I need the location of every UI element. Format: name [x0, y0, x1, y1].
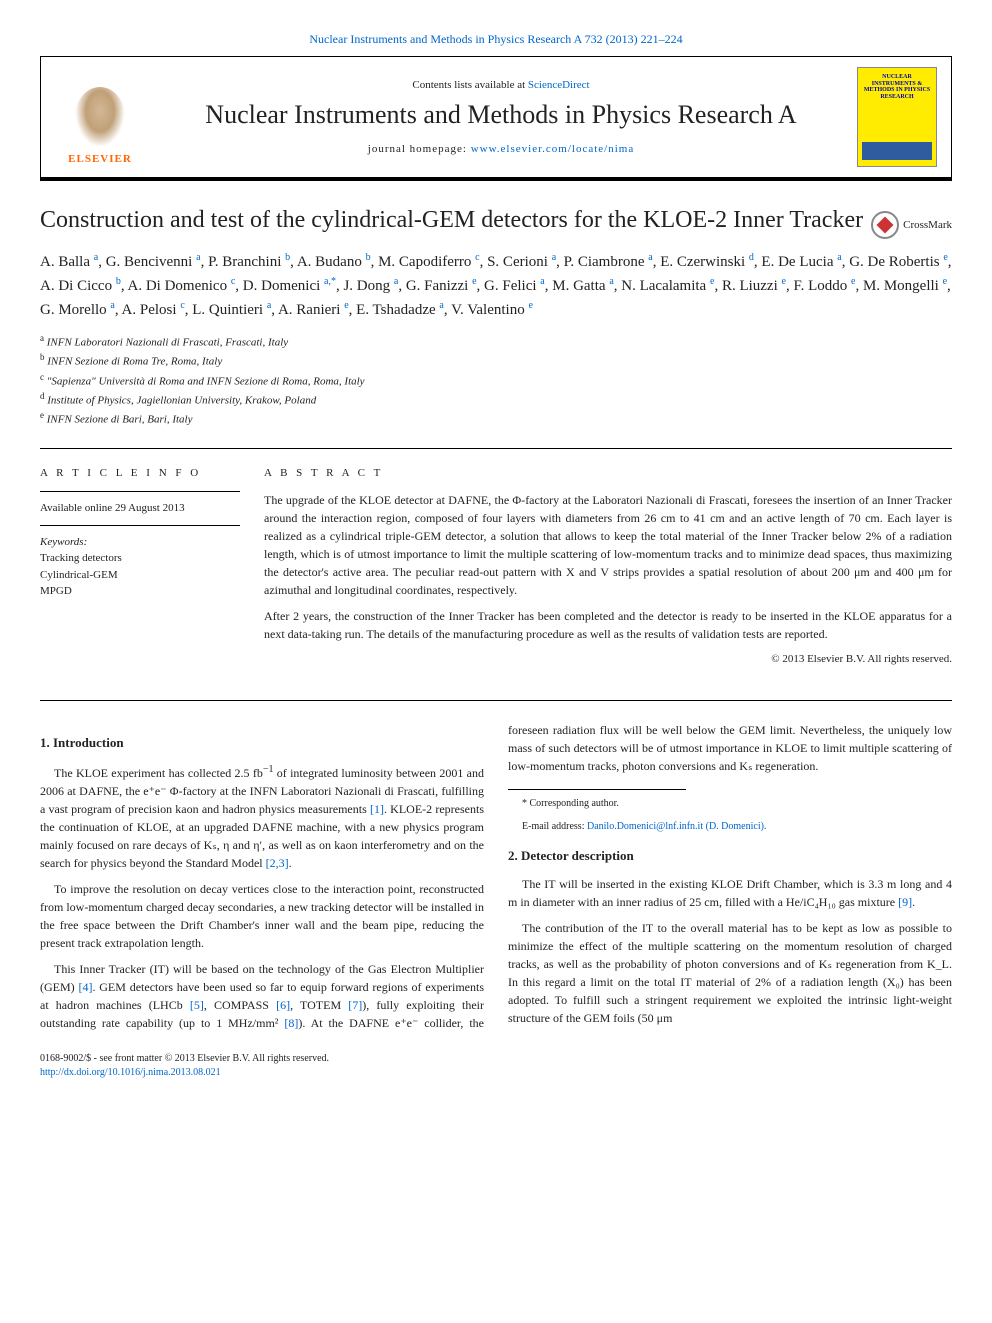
affiliation: a INFN Laboratori Nazionali di Frascati,… [40, 332, 952, 351]
keyword: Cylindrical-GEM [40, 567, 240, 584]
section-heading: 2. Detector description [508, 846, 952, 866]
affiliation: c "Sapienza" Università di Roma and INFN… [40, 371, 952, 390]
article-info-heading: A R T I C L E I N F O [40, 465, 240, 482]
affiliations: a INFN Laboratori Nazionali di Frascati,… [40, 332, 952, 428]
sciencedirect-link[interactable]: ScienceDirect [528, 79, 590, 91]
citation-link[interactable]: Nuclear Instruments and Methods in Physi… [309, 32, 682, 46]
ref-link[interactable]: [1] [370, 802, 384, 816]
corresponding-author: * Corresponding author. [508, 796, 952, 811]
keyword: Tracking detectors [40, 550, 240, 567]
article-title: Construction and test of the cylindrical… [40, 205, 952, 236]
header-center: Contents lists available at ScienceDirec… [161, 77, 841, 157]
body-paragraph: The contribution of the IT to the overal… [508, 919, 952, 1027]
page-footer: 0168-9002/$ - see front matter © 2013 El… [40, 1052, 952, 1080]
copyright-line: 0168-9002/$ - see front matter © 2013 El… [40, 1052, 952, 1066]
crossmark-badge[interactable]: CrossMark [871, 211, 952, 239]
ref-link[interactable]: [6] [276, 998, 290, 1012]
keyword: MPGD [40, 583, 240, 600]
article-history: Available online 29 August 2013 [40, 500, 240, 517]
ref-link[interactable]: [7] [348, 998, 362, 1012]
keywords-label: Keywords: [40, 534, 240, 551]
author-email: E-mail address: Danilo.Domenici@lnf.infn… [508, 819, 952, 834]
journal-homepage-link[interactable]: www.elsevier.com/locate/nima [471, 143, 635, 155]
homepage-line: journal homepage: www.elsevier.com/locat… [161, 141, 841, 158]
abstract-copyright: © 2013 Elsevier B.V. All rights reserved… [264, 651, 952, 668]
ref-link[interactable]: [9] [898, 895, 912, 909]
email-link[interactable]: Danilo.Domenici@lnf.infn.it (D. Domenici… [587, 821, 766, 832]
info-abstract-row: A R T I C L E I N F O Available online 2… [40, 448, 952, 676]
doi-link[interactable]: http://dx.doi.org/10.1016/j.nima.2013.08… [40, 1067, 221, 1078]
affiliation: d Institute of Physics, Jagiellonian Uni… [40, 390, 952, 409]
contents-line: Contents lists available at ScienceDirec… [161, 77, 841, 94]
journal-name: Nuclear Instruments and Methods in Physi… [161, 99, 841, 130]
section-heading: 1. Introduction [40, 733, 484, 753]
footnote-divider [508, 789, 686, 790]
publisher-name: ELSEVIER [68, 151, 132, 168]
journal-cover-thumb[interactable]: NUCLEAR INSTRUMENTS & METHODS IN PHYSICS… [857, 67, 937, 167]
ref-link[interactable]: [4] [78, 980, 92, 994]
body-paragraph: The IT will be inserted in the existing … [508, 875, 952, 911]
journal-header: ELSEVIER Contents lists available at Sci… [40, 56, 952, 181]
article-info: A R T I C L E I N F O Available online 2… [40, 465, 240, 676]
publisher-logo[interactable]: ELSEVIER [55, 67, 145, 167]
ref-link[interactable]: [2,3] [266, 856, 289, 870]
body-text: 1. Introduction The KLOE experiment has … [40, 721, 952, 1034]
body-divider [40, 700, 952, 701]
crossmark-icon [871, 211, 899, 239]
abstract: A B S T R A C T The upgrade of the KLOE … [264, 465, 952, 676]
abstract-heading: A B S T R A C T [264, 465, 952, 482]
body-paragraph: To improve the resolution on decay verti… [40, 880, 484, 952]
ref-link[interactable]: [8] [284, 1016, 298, 1030]
journal-citation: Nuclear Instruments and Methods in Physi… [40, 30, 952, 48]
body-paragraph: The KLOE experiment has collected 2.5 fb… [40, 762, 484, 872]
ref-link[interactable]: [5] [190, 998, 204, 1012]
affiliation: b INFN Sezione di Roma Tre, Roma, Italy [40, 351, 952, 370]
author-list: A. Balla a, G. Bencivenni a, P. Branchin… [40, 250, 952, 322]
affiliation: e INFN Sezione di Bari, Bari, Italy [40, 409, 952, 428]
elsevier-tree-icon [75, 87, 125, 147]
abstract-paragraph: After 2 years, the construction of the I… [264, 607, 952, 643]
abstract-paragraph: The upgrade of the KLOE detector at DAFN… [264, 491, 952, 599]
